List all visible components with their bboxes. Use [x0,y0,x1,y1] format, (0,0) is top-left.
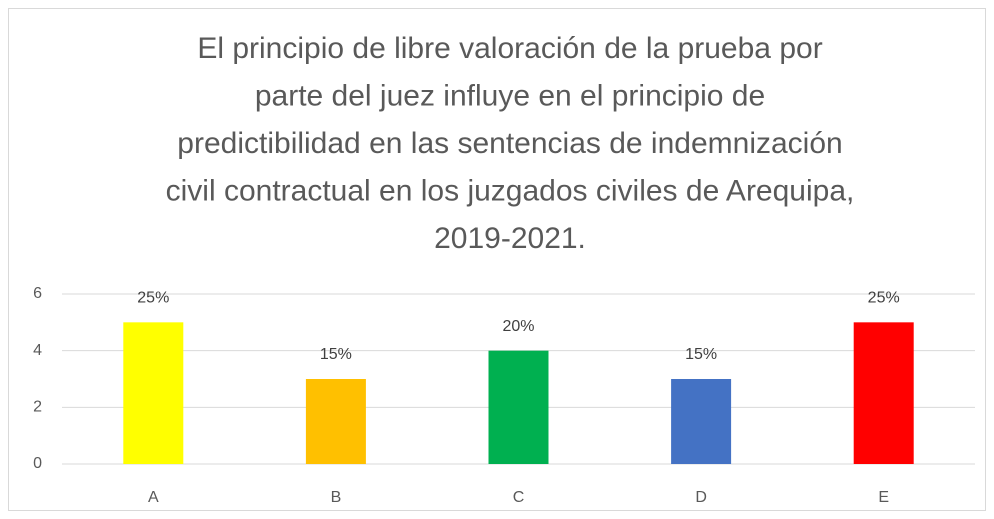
chart-title: El principio de libre valoración de la p… [197,32,822,65]
bar [671,379,732,464]
x-tick-label: A [148,489,159,506]
x-tick-label: B [331,489,342,506]
bar [305,379,366,464]
chart-title: parte del juez influye en el principio d… [255,79,765,112]
x-tick-label: C [513,489,525,506]
data-label: 20% [502,318,534,335]
y-tick-label: 6 [33,285,42,302]
x-tick-label: D [695,489,707,506]
bar [488,350,549,464]
bar [123,322,184,464]
data-label: 15% [320,346,352,363]
data-label: 25% [868,290,900,307]
bar [853,322,914,464]
data-label: 25% [137,290,169,307]
y-tick-label: 4 [33,342,42,359]
y-tick-label: 0 [33,455,42,472]
x-tick-label: E [878,489,889,506]
y-tick-label: 2 [33,399,42,416]
data-label: 15% [685,346,717,363]
chart-title: civil contractual en los juzgados civile… [166,174,855,207]
chart-title: 2019-2021. [434,222,586,255]
chart-title: predictibilidad en las sentencias de ind… [177,127,842,160]
